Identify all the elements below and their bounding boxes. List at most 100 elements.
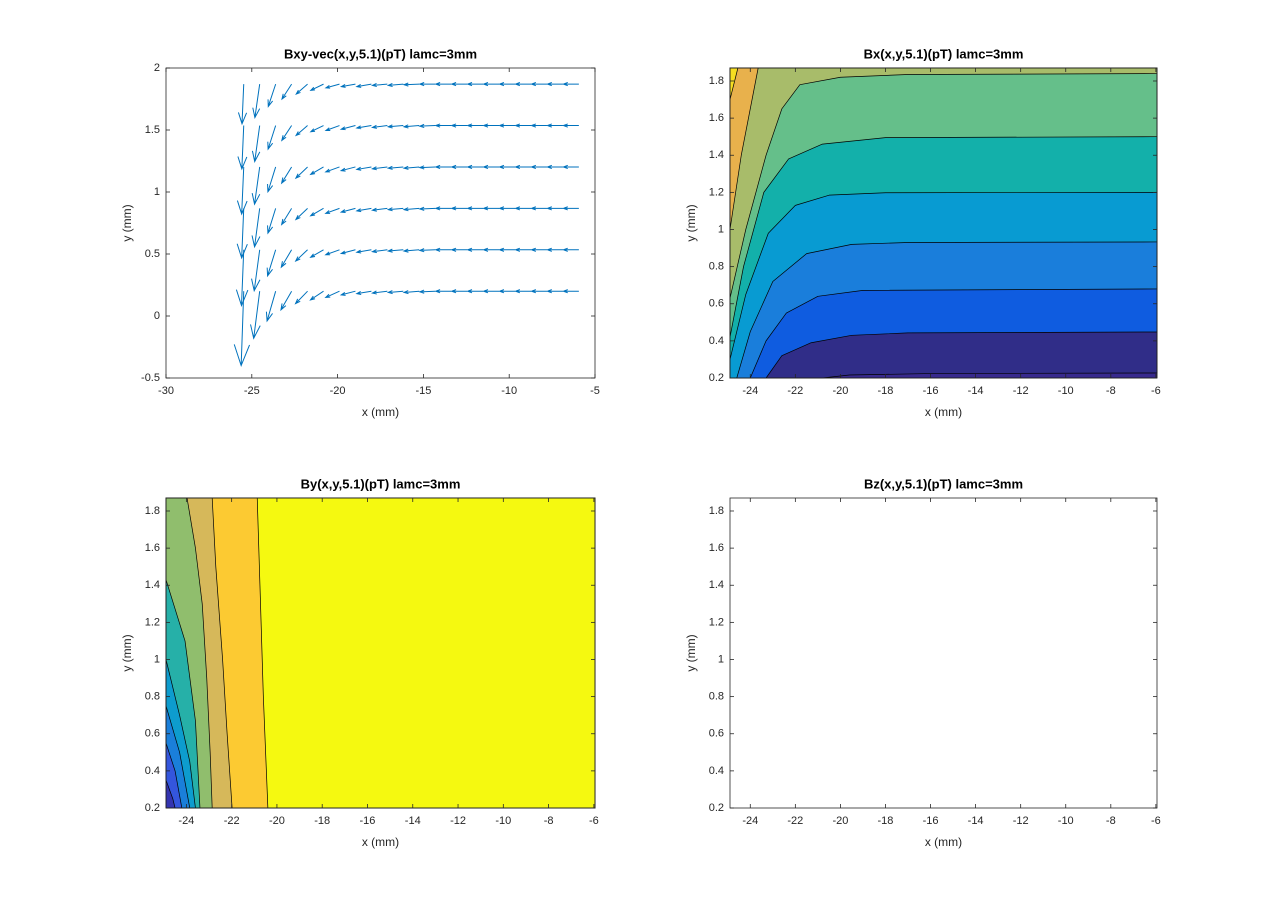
x-tick-label: -22 [224, 815, 240, 827]
arrow [466, 123, 484, 128]
y-tick-label: 0.8 [709, 691, 724, 703]
x-axis-label: x (mm) [362, 405, 399, 419]
arrow [466, 206, 484, 211]
arrow [309, 125, 324, 133]
x-axis-label: x (mm) [362, 835, 399, 849]
x-tick-label: -15 [415, 385, 431, 397]
arrow [434, 123, 452, 128]
arrow [482, 123, 500, 128]
y-tick-label: 0.4 [709, 335, 724, 347]
arrow [281, 125, 293, 142]
x-tick-label: -12 [1013, 815, 1029, 827]
y-tick-label: 1.2 [709, 186, 724, 198]
y-tick-label: 1.6 [709, 112, 724, 124]
arrow [339, 83, 356, 88]
y-tick-label: 1 [718, 223, 724, 235]
x-tick-label: -10 [1058, 385, 1074, 397]
y-tick-label: -0.5 [141, 372, 160, 384]
arrow [294, 208, 308, 221]
arrow [251, 125, 261, 163]
arrow [546, 247, 563, 252]
axes: -30 -25 -20 -15 -10 -5 -0.5 0 0.5 1 1.5 2 Bxy-vec(x,… [120, 46, 600, 419]
x-tick-label: -16 [360, 815, 376, 827]
y-tick-label: 1 [154, 186, 160, 198]
axes: -24 -22 -20 -18 -16 -14 -12 -10 -8 -6 0.2 0.4 0.6 0.8… [684, 46, 1161, 419]
arrow [514, 164, 531, 170]
arrow [450, 82, 468, 87]
arrow [530, 206, 547, 211]
axes-box [165, 497, 596, 809]
arrow [267, 83, 277, 108]
x-tick-label: -25 [244, 385, 260, 397]
arrow [281, 83, 293, 101]
arrow [294, 290, 308, 305]
axes-box [165, 67, 596, 379]
arrow [514, 82, 531, 87]
x-tick-label: -20 [832, 385, 848, 397]
arrow [402, 82, 420, 87]
y-tick-label: 0.2 [145, 802, 160, 814]
x-axis-label: x (mm) [925, 405, 962, 419]
arrow [295, 83, 308, 96]
y-tick-label: 1.8 [709, 505, 724, 517]
y-tick-label: 1.4 [709, 579, 724, 591]
arrow [418, 82, 436, 87]
arrow [466, 289, 484, 294]
arrow [498, 289, 516, 294]
arrow [370, 166, 388, 171]
arrow [252, 84, 261, 120]
x-tick-label: -10 [495, 815, 511, 827]
arrow [450, 289, 468, 294]
arrow [386, 83, 404, 88]
arrow [237, 84, 248, 126]
y-tick-label: 1.6 [145, 542, 160, 554]
arrow [237, 125, 248, 171]
y-tick-label: 0.2 [709, 802, 724, 814]
axes-box [729, 67, 1158, 379]
arrow [546, 289, 563, 294]
arrow [530, 289, 547, 294]
arrow [386, 165, 404, 170]
arrow [546, 123, 563, 128]
x-tick-label: -14 [968, 385, 984, 397]
arrow [267, 125, 277, 151]
arrow [339, 290, 356, 296]
y-tick-label: 1 [154, 653, 160, 665]
x-axis-label: x (mm) [925, 835, 962, 849]
y-tick-label: 0.5 [145, 248, 160, 260]
y-tick-label: 0.8 [709, 261, 724, 273]
chart-title: Bx(x,y,5.1)(pT) lamc=3mm [864, 46, 1024, 61]
x-tick-label: -8 [1106, 815, 1116, 827]
contour-region [256, 497, 596, 809]
arrow [294, 166, 308, 180]
x-tick-label: -20 [330, 385, 346, 397]
x-tick-label: -6 [589, 815, 599, 827]
arrow [514, 206, 531, 211]
arrow [434, 247, 452, 252]
x-tick-label: -14 [405, 815, 421, 827]
plot-area [166, 68, 595, 378]
arrow [546, 164, 563, 170]
arrow [324, 207, 340, 214]
arrow [370, 249, 388, 254]
x-tick-label: -16 [923, 815, 939, 827]
arrow [370, 207, 388, 212]
arrow [561, 123, 579, 128]
arrow [324, 83, 340, 89]
arrow [402, 207, 420, 212]
arrow [498, 82, 516, 87]
arrow [514, 289, 531, 294]
chart-title: By(x,y,5.1)(pT) lamc=3mm [301, 476, 461, 491]
arrow [355, 166, 372, 171]
plot-area [730, 498, 1157, 808]
arrow [402, 124, 420, 129]
arrow [251, 249, 261, 293]
axes: -24 -22 -20 -18 -16 -14 -12 -10 -8 -6 0.2 0.4 0.6 0.8… [684, 476, 1161, 849]
arrow [561, 206, 579, 211]
y-tick-label: 0.6 [709, 728, 724, 740]
arrow [339, 166, 356, 172]
arrow [294, 125, 308, 137]
x-tick-label: -24 [178, 815, 194, 827]
